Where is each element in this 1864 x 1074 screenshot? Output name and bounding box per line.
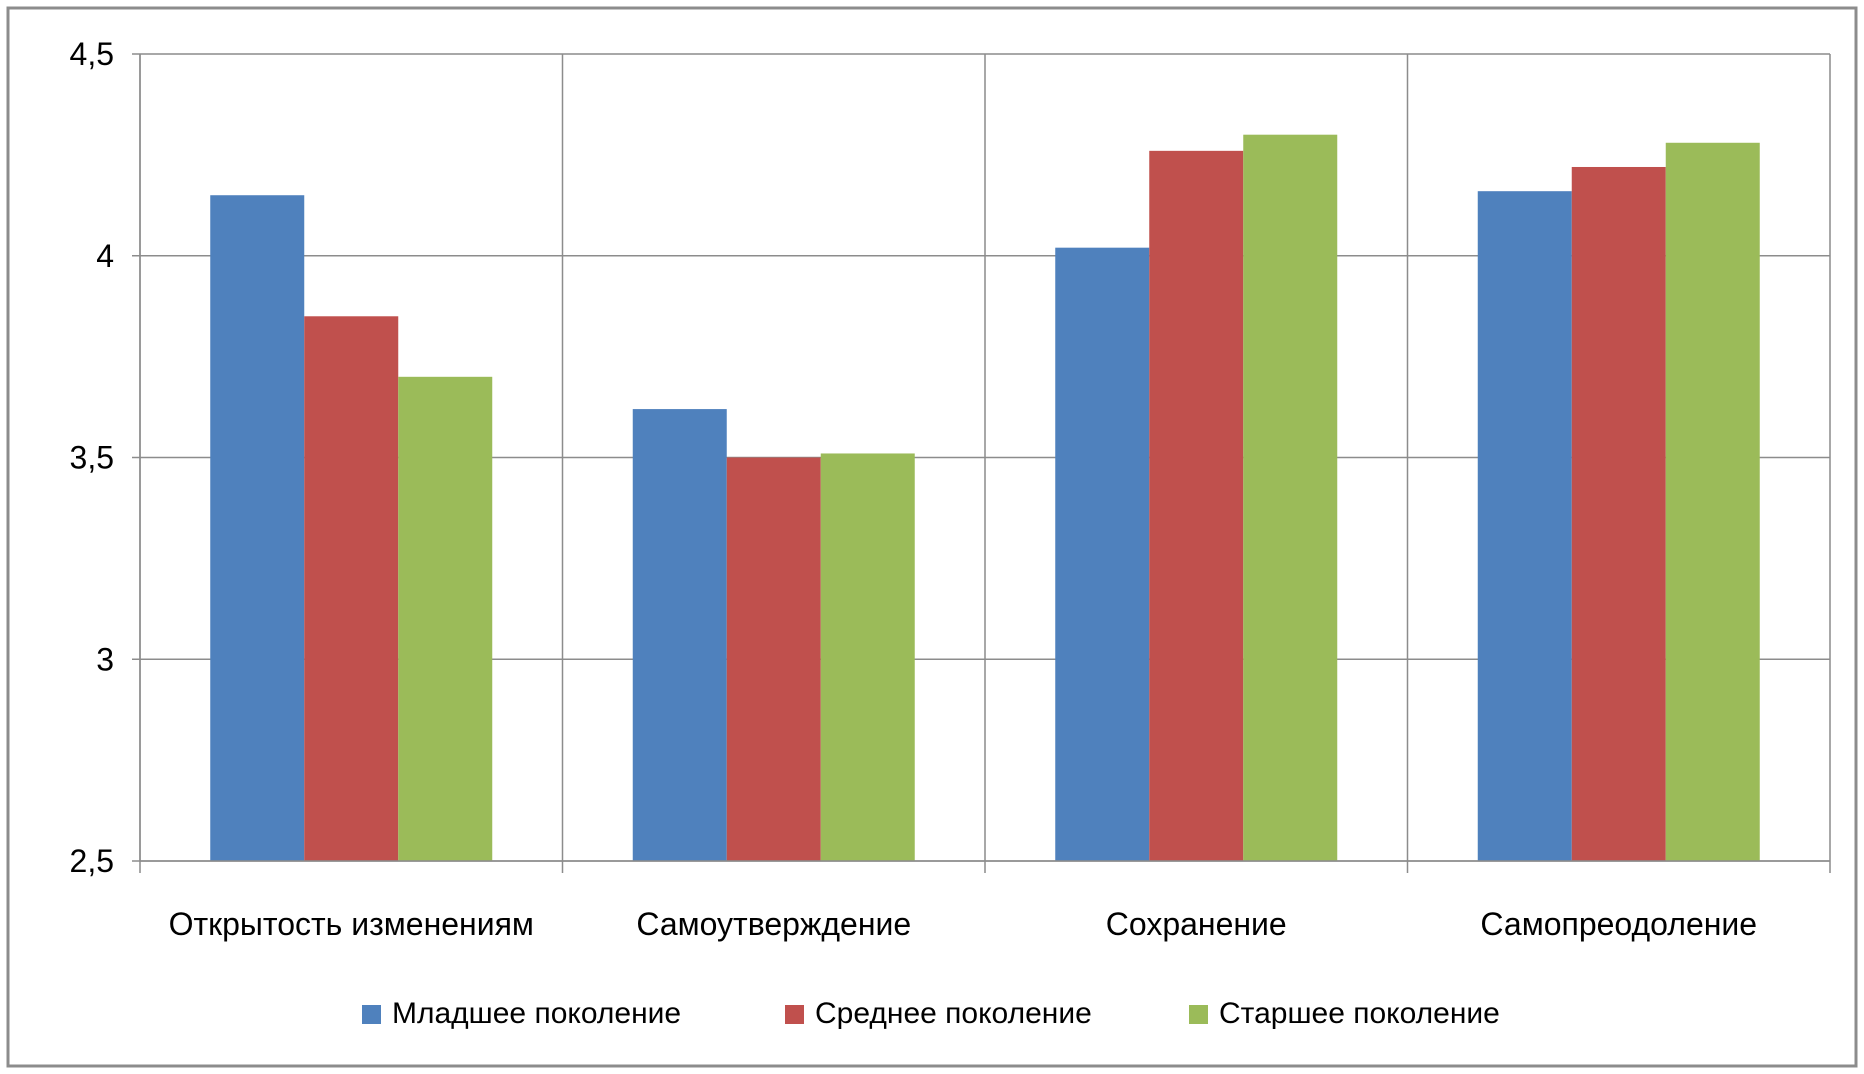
y-axis-tick-labels: 2,5 3 3,5 4 4,5: [70, 36, 114, 879]
bar: [398, 376, 493, 861]
legend-entry-label: Старшее поколение: [1219, 997, 1500, 1030]
x-category-label: Самоутверждение: [636, 906, 911, 942]
bar: [1243, 134, 1338, 861]
legend-swatch: [785, 1005, 804, 1024]
bar: [1571, 166, 1666, 862]
legend: Младшее поколение Среднее поколение Старше…: [362, 997, 1500, 1030]
x-category-label: Сохранение: [1106, 906, 1287, 942]
legend-entry-label: Среднее поколение: [815, 997, 1092, 1030]
bars: [210, 134, 1760, 862]
bar: [1055, 247, 1150, 861]
y-tick-label: 4,5: [70, 36, 114, 72]
x-category-label: Самопреодоление: [1480, 906, 1757, 942]
legend-entry-label: Младшее поколение: [392, 997, 681, 1030]
legend-swatch: [1189, 1005, 1208, 1024]
x-category-label: Открытость изменениям: [169, 906, 534, 942]
bar: [304, 316, 399, 861]
bar: [726, 457, 821, 861]
axes: [132, 53, 1830, 862]
y-tick-label: 4: [96, 238, 114, 274]
y-tick-label: 2,5: [70, 843, 114, 879]
bar: [1149, 150, 1244, 862]
x-axis-category-labels: Открытость изменениям Самоутверждение Сохр…: [169, 906, 1758, 942]
bar: [1665, 142, 1760, 861]
bar: [210, 195, 305, 862]
bar: [632, 409, 727, 861]
bar: [1477, 191, 1572, 861]
bar: [820, 453, 915, 861]
y-tick-label: 3,5: [70, 440, 114, 476]
y-tick-label: 3: [96, 641, 114, 677]
legend-swatch: [362, 1005, 381, 1024]
